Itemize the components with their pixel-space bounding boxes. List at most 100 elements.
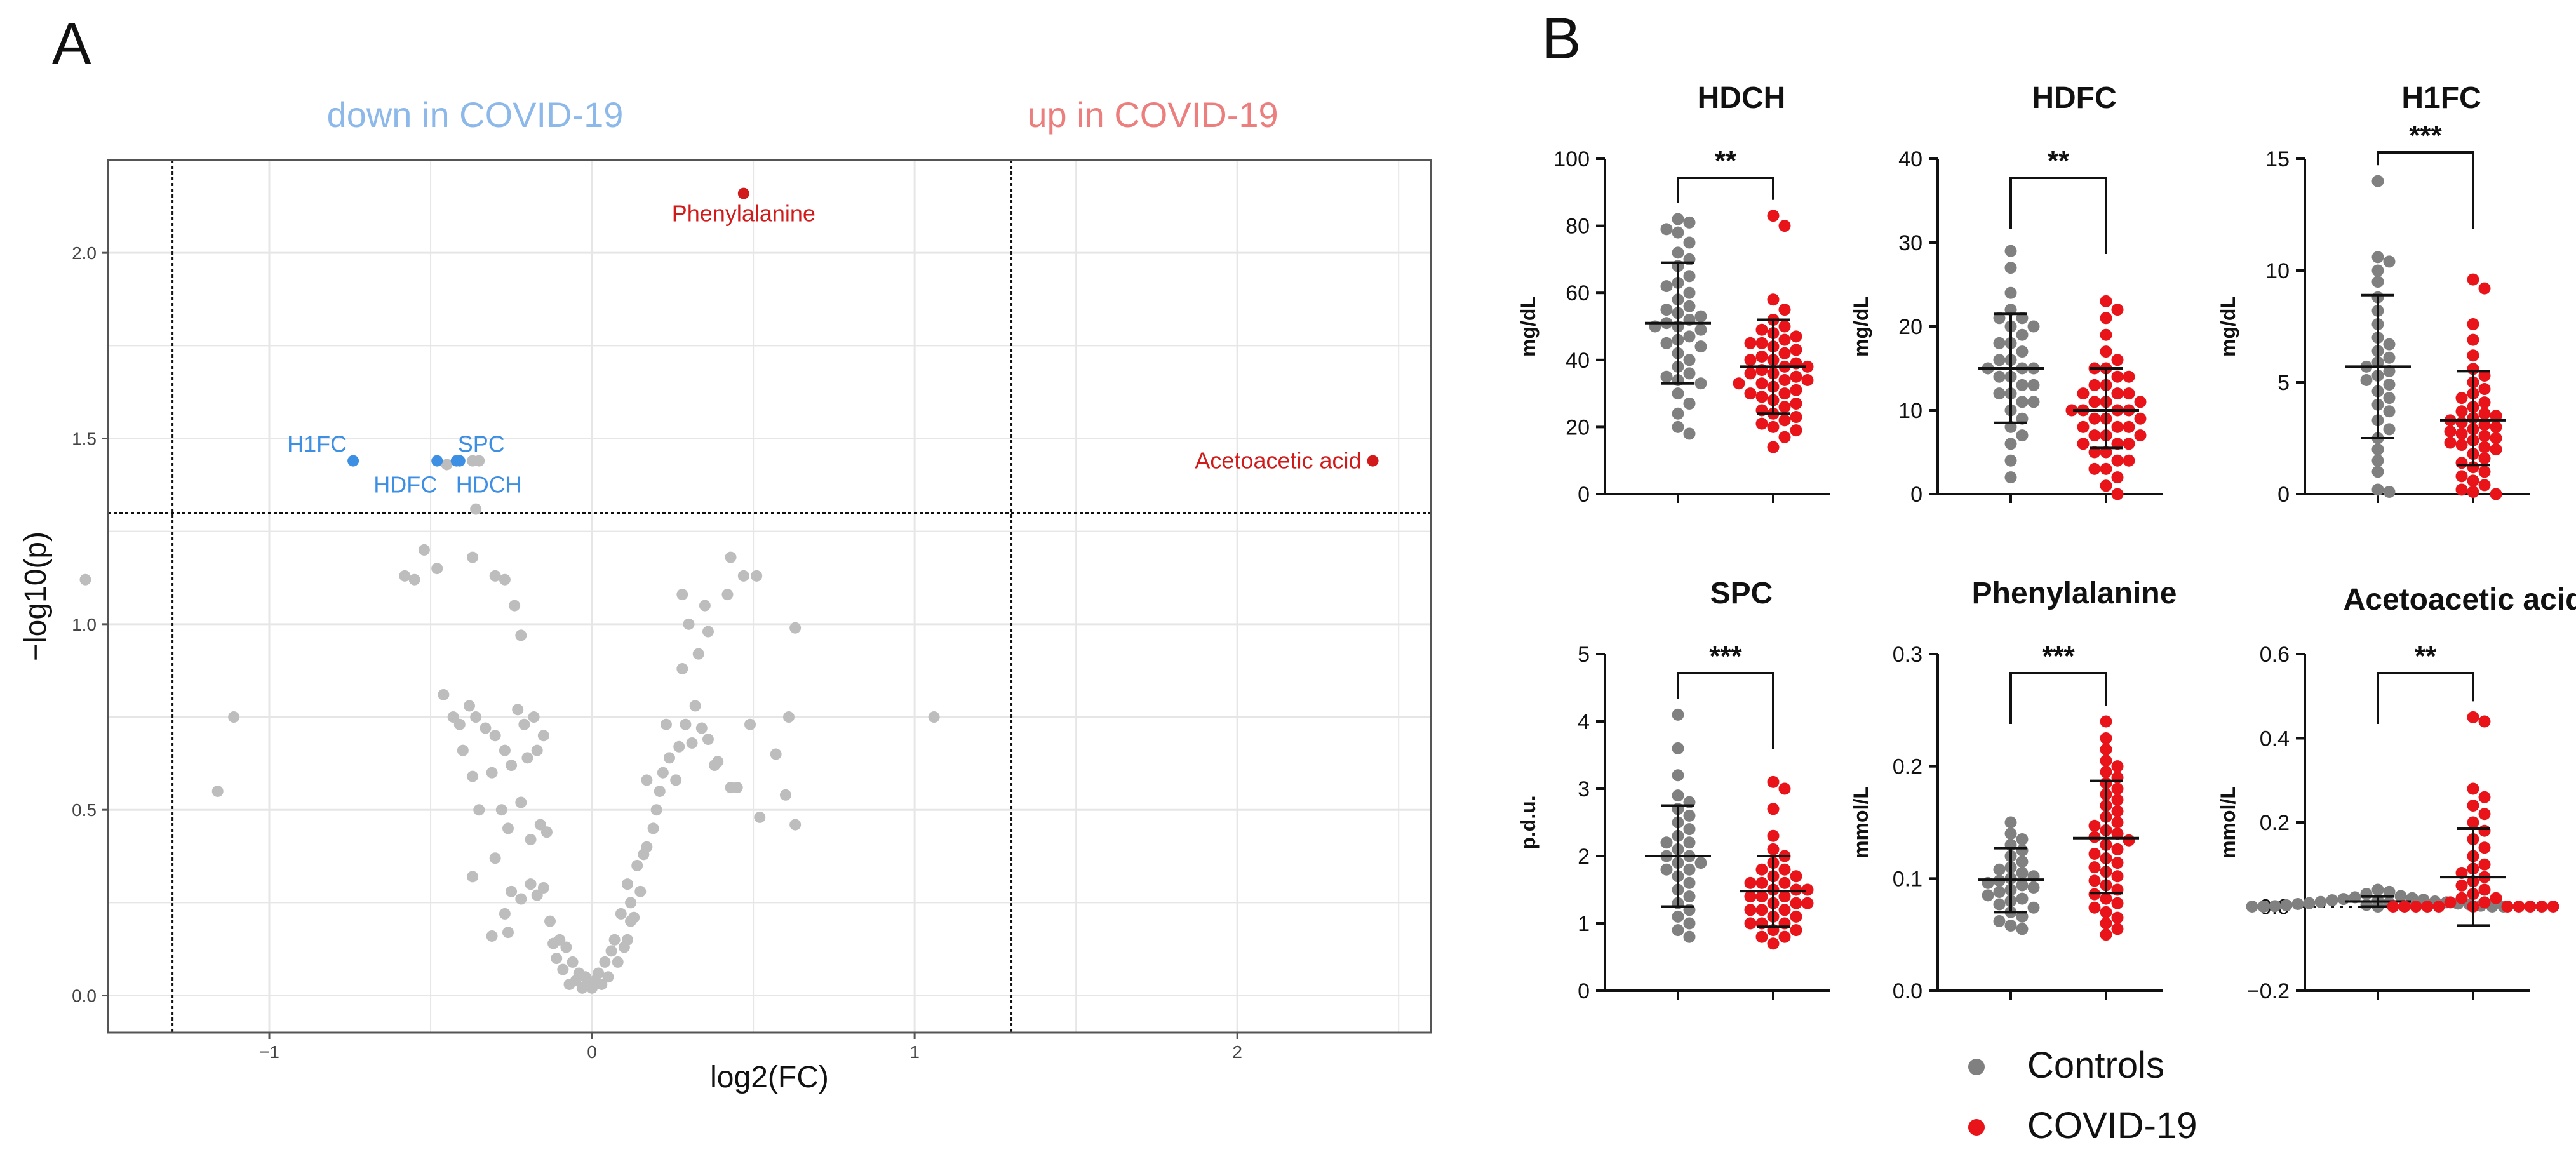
data-point bbox=[515, 796, 527, 808]
data-point bbox=[211, 785, 224, 797]
plot-background bbox=[108, 160, 1431, 1033]
data-point bbox=[544, 915, 556, 927]
covid-point bbox=[2134, 429, 2147, 442]
controls-point bbox=[1683, 300, 1696, 312]
data-point bbox=[754, 811, 766, 823]
y-tick-label: 0 bbox=[1578, 979, 1590, 1003]
covid-point bbox=[2100, 917, 2112, 930]
controls-point bbox=[2383, 423, 2396, 436]
covid-point bbox=[2478, 419, 2491, 431]
covid-point bbox=[2535, 901, 2548, 913]
controls-point bbox=[1993, 387, 2006, 400]
controls-point bbox=[2004, 438, 2017, 450]
labeled-point bbox=[347, 455, 359, 467]
controls-point bbox=[1683, 890, 1696, 903]
significance-stars: *** bbox=[2042, 641, 2075, 672]
covid-point bbox=[2478, 896, 2491, 909]
data-point bbox=[506, 885, 518, 897]
covid-point bbox=[2398, 901, 2411, 913]
y-axis-label: mg/dL bbox=[1849, 296, 1872, 357]
covid-point bbox=[1733, 377, 1745, 390]
data-point bbox=[683, 618, 695, 630]
data-point bbox=[486, 767, 498, 779]
covid-point bbox=[2077, 438, 2090, 450]
covid-point bbox=[1778, 782, 1791, 795]
data-point bbox=[557, 963, 569, 975]
controls-point bbox=[2004, 471, 2017, 484]
significance-bracket bbox=[2009, 672, 2107, 724]
data-point bbox=[712, 756, 724, 768]
y-tick-label: 5 bbox=[1578, 643, 1590, 667]
covid-point bbox=[2478, 466, 2491, 478]
data-point bbox=[495, 804, 507, 816]
covid-point bbox=[2077, 387, 2090, 400]
controls-point bbox=[2383, 255, 2396, 268]
covid-point bbox=[1744, 904, 1757, 916]
controls-point bbox=[2016, 328, 2029, 341]
data-point bbox=[593, 967, 605, 979]
covid-point bbox=[1767, 775, 1780, 788]
covid-point bbox=[1790, 397, 1802, 410]
covid-point bbox=[2467, 800, 2479, 812]
covid-point bbox=[1790, 424, 1802, 437]
covid-point bbox=[2123, 370, 2135, 383]
controls-point bbox=[2004, 827, 2017, 840]
covid-point bbox=[2100, 892, 2112, 905]
covid-point bbox=[2467, 485, 2479, 498]
controls-point bbox=[2027, 320, 2040, 333]
y-axis-label: −log10(p) bbox=[19, 532, 53, 661]
data-point bbox=[650, 804, 662, 816]
covid-point bbox=[1778, 876, 1791, 889]
data-point bbox=[464, 700, 476, 712]
controls-point bbox=[1993, 337, 2006, 349]
controls-point bbox=[2027, 901, 2040, 914]
controls-point bbox=[2016, 855, 2029, 868]
covid-point bbox=[2111, 827, 2124, 840]
covid-point bbox=[2088, 462, 2101, 475]
covid-point bbox=[2490, 410, 2502, 422]
covid-point bbox=[1790, 870, 1802, 883]
covid-point bbox=[2111, 354, 2124, 366]
panel-label-a: A bbox=[52, 11, 91, 76]
covid-point bbox=[1778, 890, 1791, 903]
controls-point bbox=[2004, 286, 2017, 299]
covid-point bbox=[2478, 883, 2491, 896]
data-point bbox=[625, 897, 637, 909]
controls-point bbox=[2360, 373, 2373, 386]
controls-point bbox=[2246, 901, 2258, 913]
y-tick-label: 0 bbox=[2277, 483, 2290, 507]
controls-point bbox=[1660, 337, 1673, 349]
point-label: HDCH bbox=[456, 472, 522, 498]
covid-point bbox=[2111, 471, 2124, 484]
significance-bracket bbox=[1677, 177, 1774, 204]
data-point bbox=[499, 744, 511, 756]
covid-point bbox=[1755, 863, 1768, 876]
controls-point bbox=[2027, 396, 2040, 408]
controls-point bbox=[1694, 377, 1707, 390]
covid-point bbox=[1790, 344, 1802, 356]
dot-plot-hdch: HDCH 0 20 40 60 80 100 mg/dL ** bbox=[1517, 81, 1830, 507]
data-point bbox=[628, 911, 640, 923]
y-axis-label: mg/dL bbox=[1517, 296, 1540, 357]
significance-stars: *** bbox=[1709, 641, 1742, 672]
data-point bbox=[928, 711, 940, 723]
controls-point bbox=[1672, 924, 1684, 937]
controls-point bbox=[2383, 392, 2396, 405]
controls-point bbox=[2004, 262, 2017, 274]
point-label: HDFC bbox=[373, 472, 437, 498]
covid-point bbox=[1778, 220, 1791, 232]
controls-point bbox=[1683, 876, 1696, 889]
significance-stars: ** bbox=[2415, 641, 2437, 672]
controls-point bbox=[2016, 923, 2029, 935]
controls-point bbox=[2383, 338, 2396, 351]
controls-point bbox=[1660, 370, 1673, 383]
data-point bbox=[576, 982, 588, 994]
dot-plot-hdfc: HDFC 0 10 20 30 40 mg/dL ** bbox=[1849, 81, 2163, 507]
controls-point bbox=[1694, 340, 1707, 353]
covid-point bbox=[1767, 829, 1780, 842]
data-point bbox=[596, 978, 608, 990]
significance-stars: ** bbox=[1715, 145, 1737, 177]
significance-bracket bbox=[2377, 151, 2474, 229]
data-point bbox=[641, 841, 653, 853]
controls-point bbox=[1672, 387, 1684, 400]
